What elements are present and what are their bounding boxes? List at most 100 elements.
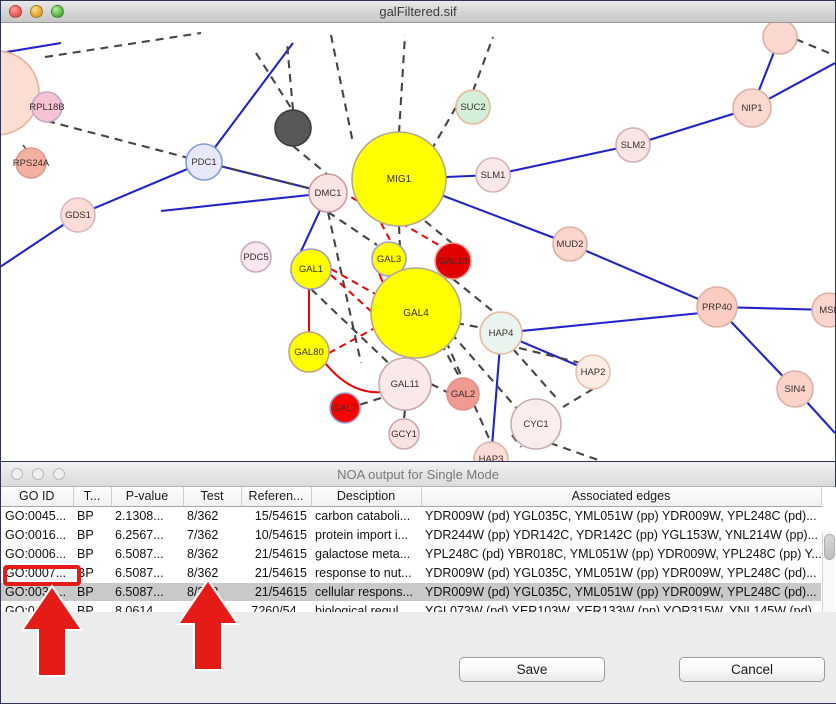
- node-circle[interactable]: [479, 311, 523, 355]
- network-node-cyc1[interactable]: CYC1: [510, 398, 562, 450]
- node-circle[interactable]: [274, 109, 312, 147]
- minimize-icon[interactable]: [30, 5, 43, 18]
- network-node-gcy1[interactable]: GCY1: [388, 418, 420, 450]
- window-controls[interactable]: [9, 5, 64, 18]
- table-row[interactable]: GO:0007... BP 6.5087... 8/362 21/54615 respon…: [1, 563, 821, 583]
- node-circle[interactable]: [15, 147, 47, 179]
- network-node-mud2[interactable]: MUD2: [552, 226, 588, 262]
- network-node-gal2[interactable]: GAL2: [446, 377, 480, 411]
- node-circle[interactable]: [446, 377, 480, 411]
- node-circle[interactable]: [329, 392, 361, 424]
- node-circle[interactable]: [370, 267, 462, 359]
- network-node-toppink[interactable]: [762, 23, 798, 55]
- results-table-body[interactable]: GO:0045... BP 2.1308... 8/362 15/54615 carbon…: [1, 506, 821, 612]
- table-row[interactable]: GO:0065... BP 8.0614... 94/362 7260/54... bio…: [1, 601, 821, 612]
- node-circle[interactable]: [371, 241, 407, 277]
- table-row[interactable]: GO:0045... BP 2.1308... 8/362 15/54615 carbon…: [1, 506, 821, 526]
- noa-window-controls[interactable]: [11, 468, 65, 480]
- table-scrollbar-thumb[interactable]: [824, 534, 835, 560]
- network-titlebar[interactable]: galFiltered.sif: [1, 1, 835, 23]
- node-circle[interactable]: [552, 226, 588, 262]
- node-circle[interactable]: [696, 286, 738, 328]
- network-node-gal80[interactable]: GAL80: [288, 331, 330, 373]
- node-label: SIN4: [784, 384, 805, 395]
- node-circle[interactable]: [288, 331, 330, 373]
- minimize-icon[interactable]: [32, 468, 44, 480]
- node-circle[interactable]: [290, 248, 332, 290]
- column-header-p-value[interactable]: P-value: [111, 487, 184, 507]
- node-circle[interactable]: [60, 197, 96, 233]
- network-node-sin4[interactable]: SIN4: [776, 370, 814, 408]
- node-circle[interactable]: [510, 398, 562, 450]
- network-node-nip1[interactable]: NIP1: [732, 88, 772, 128]
- column-header-test[interactable]: Test: [183, 487, 242, 507]
- network-node-slm1[interactable]: SLM1: [475, 157, 511, 193]
- network-node-hap2[interactable]: HAP2: [575, 354, 611, 390]
- table-scrollbar[interactable]: [822, 532, 835, 612]
- network-node-mig1[interactable]: MIG1: [351, 131, 447, 227]
- noa-titlebar[interactable]: NOA output for Single Mode: [1, 462, 835, 487]
- network-node-prp40[interactable]: PRP40: [696, 286, 738, 328]
- network-node-hap3[interactable]: HAP3: [473, 441, 509, 461]
- network-node-big_pale[interactable]: [1, 50, 40, 136]
- network-node-gal7[interactable]: GAL7: [329, 392, 361, 424]
- table-row[interactable]: GO:0006... BP 6.5087... 8/362 21/54615 galact…: [1, 544, 821, 564]
- node-circle[interactable]: [615, 127, 651, 163]
- node-circle[interactable]: [185, 143, 223, 181]
- network-node-gal3[interactable]: GAL3: [371, 241, 407, 277]
- network-node-pdc1[interactable]: PDC1: [185, 143, 223, 181]
- node-circle[interactable]: [732, 88, 772, 128]
- network-graph[interactable]: .eB { stroke:#2222cc; stroke-width:2.1; …: [1, 23, 835, 461]
- network-node-suc2[interactable]: SUC2: [455, 89, 491, 125]
- network-node-gal11[interactable]: GAL11: [378, 357, 432, 411]
- close-icon[interactable]: [9, 5, 22, 18]
- network-node-gal4[interactable]: GAL4: [370, 267, 462, 359]
- network-node-dmc1[interactable]: DMC1: [308, 173, 348, 213]
- node-circle[interactable]: [762, 23, 798, 55]
- network-node-gal10[interactable]: GAL10: [434, 242, 472, 280]
- network-node-gds1[interactable]: GDS1: [60, 197, 96, 233]
- results-table-container[interactable]: GO ID T... P-value Test Referen... Desci…: [1, 487, 836, 612]
- column-header-type[interactable]: T...: [73, 487, 112, 507]
- table-row[interactable]: GO:0031... BP 6.5087... 8/362 21/54615 cellul…: [1, 582, 821, 602]
- node-circle[interactable]: [434, 242, 472, 280]
- node-circle[interactable]: [351, 131, 447, 227]
- node-circle[interactable]: [473, 441, 509, 461]
- cancel-button[interactable]: Cancel: [679, 657, 825, 682]
- column-header-description[interactable]: Desciption: [311, 487, 422, 507]
- network-node-rpl18b[interactable]: RPL18B: [29, 91, 65, 123]
- node-circle[interactable]: [308, 173, 348, 213]
- node-circle[interactable]: [455, 89, 491, 125]
- results-table[interactable]: GO ID T... P-value Test Referen... Desci…: [1, 487, 822, 612]
- node-label: MIG1: [387, 174, 412, 185]
- network-canvas[interactable]: .eB { stroke:#2222cc; stroke-width:2.1; …: [1, 23, 835, 461]
- network-node-rps24a[interactable]: RPS24A: [13, 147, 50, 179]
- node-circle[interactable]: [1, 50, 40, 136]
- node-circle[interactable]: [776, 370, 814, 408]
- zoom-icon[interactable]: [51, 5, 64, 18]
- column-header-go-id[interactable]: GO ID: [1, 487, 74, 507]
- network-node-pdc5[interactable]: PDC5: [240, 241, 272, 273]
- node-circle[interactable]: [388, 418, 420, 450]
- network-node-hap4[interactable]: HAP4: [479, 311, 523, 355]
- node-circle[interactable]: [31, 91, 63, 123]
- network-node-msl[interactable]: MSL: [811, 292, 835, 328]
- zoom-icon[interactable]: [53, 468, 65, 480]
- save-button[interactable]: Save: [459, 657, 605, 682]
- column-header-associated-edges[interactable]: Associated edges: [421, 487, 822, 507]
- node-circle[interactable]: [811, 292, 835, 328]
- table-row[interactable]: GO:0016... BP 6.2567... 7/362 10/54615 protei…: [1, 525, 821, 545]
- node-circle[interactable]: [378, 357, 432, 411]
- node-circle[interactable]: [475, 157, 511, 193]
- network-node-gray[interactable]: [274, 109, 312, 147]
- cell-reference: 15/54615: [241, 506, 311, 526]
- node-label: PDC5: [243, 252, 268, 263]
- network-node-gal1[interactable]: GAL1: [290, 248, 332, 290]
- network-nodes[interactable]: RPL18B RPS24A GDS1 PDC1 PDC5 DMC1 MIG1 SUC2 SLM1…: [1, 23, 835, 461]
- close-icon[interactable]: [11, 468, 23, 480]
- node-circle[interactable]: [240, 241, 272, 273]
- network-node-slm2[interactable]: SLM2: [615, 127, 651, 163]
- node-circle[interactable]: [575, 354, 611, 390]
- column-header-reference[interactable]: Referen...: [241, 487, 312, 507]
